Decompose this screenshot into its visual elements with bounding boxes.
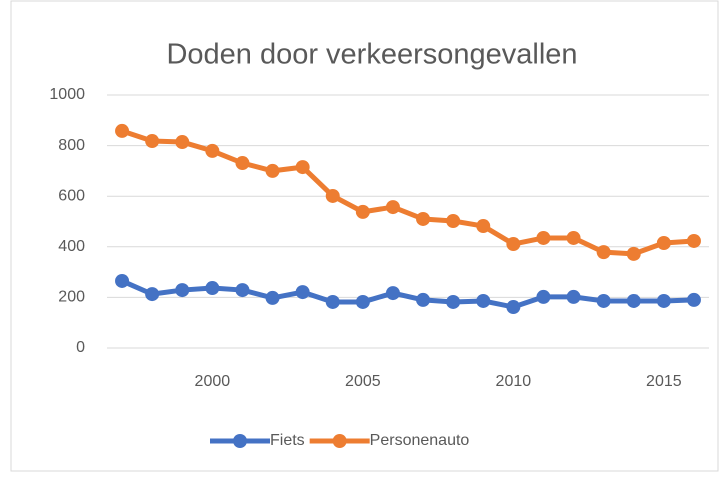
data-point [325,188,340,203]
data-point [686,233,701,248]
data-point [686,292,701,307]
data-point [596,245,611,260]
data-point [566,230,581,245]
data-point [265,163,280,178]
data-point [536,289,551,304]
data-point [325,294,340,309]
y-tick-label: 1000 [49,86,85,103]
x-tick-label: 2010 [496,373,532,390]
data-point [115,273,130,288]
legend-label: Personenauto [370,432,470,449]
data-point [145,287,160,302]
data-point [265,290,280,305]
data-point [205,143,220,158]
data-point [145,134,160,149]
legend-label: Fiets [270,432,305,449]
x-tick-label: 2000 [195,373,231,390]
chart-border [10,0,719,472]
data-point [175,283,190,298]
data-point [626,293,641,308]
x-tick-label: 2005 [345,373,381,390]
data-point [476,219,491,234]
data-point [235,283,250,298]
data-point [295,160,310,175]
data-point [656,236,671,251]
y-tick-label: 800 [58,137,85,154]
data-point [235,156,250,171]
y-tick-label: 200 [58,289,85,306]
data-point [416,211,431,226]
data-point [295,285,310,300]
data-point [506,237,521,252]
x-tick-label: 2015 [646,373,682,390]
data-point [385,286,400,301]
data-point [115,123,130,138]
data-point [566,289,581,304]
legend-marker [233,434,247,448]
data-point [446,294,461,309]
y-tick-label: 0 [76,339,85,356]
data-point [205,281,220,296]
y-tick-label: 600 [58,187,85,204]
data-point [476,293,491,308]
data-point [175,135,190,150]
legend-marker [332,434,347,448]
data-point [596,293,611,308]
y-tick-label: 400 [58,238,85,255]
data-point [536,230,551,245]
data-point [416,292,431,307]
data-point [355,204,370,219]
data-point [656,293,671,308]
data-point [385,200,400,215]
data-point [506,300,521,315]
data-point [446,213,461,228]
data-point [626,246,641,261]
chart-title: Doden door verkeersongevallen [166,39,577,71]
data-point [355,294,370,309]
